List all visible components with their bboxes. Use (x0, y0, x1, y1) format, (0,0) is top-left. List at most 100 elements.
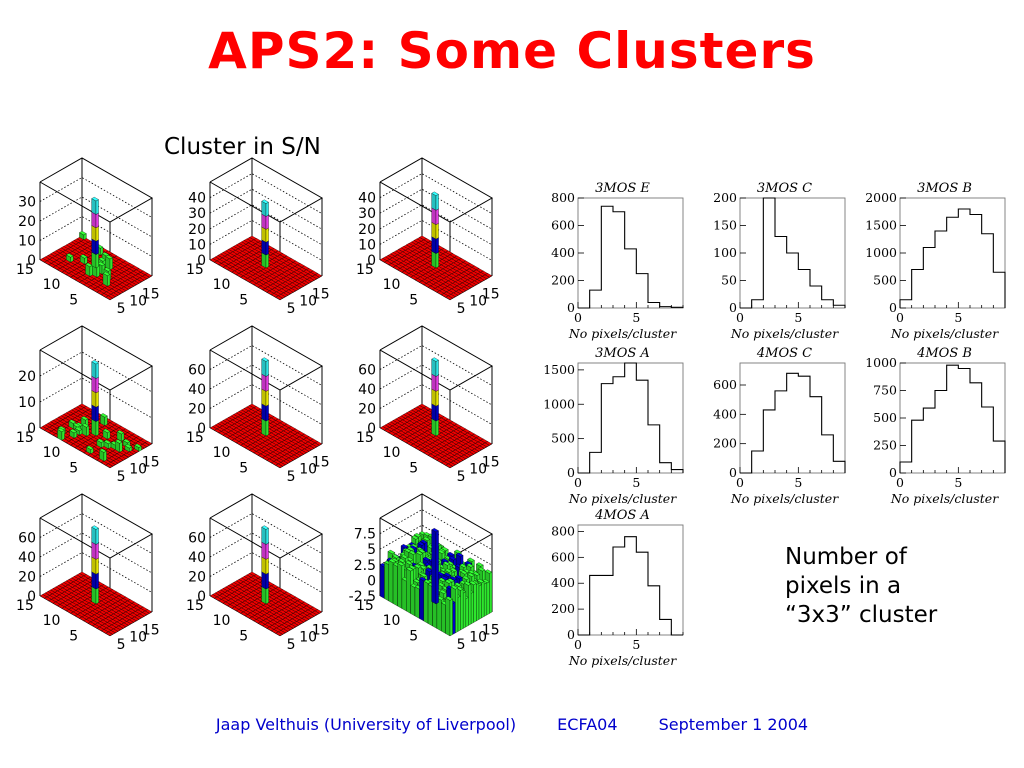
column-side (261, 388, 267, 407)
column-side (265, 240, 269, 256)
x-tick-label: 5 (117, 469, 126, 485)
column-side (138, 445, 142, 452)
back-grid-line (379, 384, 493, 425)
column-side (435, 389, 439, 407)
column-side (261, 213, 267, 230)
column-side (91, 211, 97, 229)
lego-columns (39, 525, 153, 637)
x-tick-label: 15 (312, 286, 330, 302)
column-side (261, 418, 267, 437)
z-tick-label: 10 (18, 234, 36, 250)
y-tick-label: 10 (213, 445, 231, 461)
column-side (431, 403, 437, 422)
y-tick-label: 10 (213, 277, 231, 293)
z-tick-label: 40 (188, 191, 206, 207)
column-side (265, 214, 269, 230)
x-tick-label: 15 (482, 286, 500, 302)
x-tick-label: 15 (142, 454, 160, 470)
z-tick-label: 10 (188, 237, 206, 253)
z-tick-label: 40 (358, 382, 376, 398)
z-tick-label: 40 (188, 382, 206, 398)
column-side (95, 405, 99, 422)
column-side (435, 208, 439, 225)
back-grid-line (379, 345, 493, 386)
z-tick-label: 0 (367, 253, 376, 269)
column-side (91, 238, 97, 255)
back-grid-line (209, 345, 323, 386)
back-grid-line (379, 188, 493, 230)
column-side (431, 358, 437, 377)
column-side (435, 194, 439, 211)
column-side (95, 419, 99, 437)
z-tick-label: 10 (18, 395, 36, 411)
column-side (91, 375, 97, 394)
x-tick-label: 10 (299, 294, 317, 310)
column-side (91, 251, 97, 269)
column-side (265, 227, 269, 243)
back-grid-line (379, 204, 493, 246)
column-side (431, 236, 437, 254)
column-side (431, 207, 437, 225)
column-side (431, 193, 437, 211)
y-tick-label: 10 (43, 445, 61, 461)
column-side (261, 358, 267, 377)
back-grid-line (39, 377, 153, 419)
column-side (279, 466, 283, 469)
y-tick-label: 5 (239, 460, 248, 476)
column-side (95, 376, 99, 394)
z-tick-label: 20 (358, 402, 376, 418)
column-side (91, 418, 97, 437)
z-tick-label: 30 (18, 195, 36, 211)
y-tick-label: 5 (69, 460, 78, 476)
y-tick-label: 10 (43, 277, 61, 293)
x-tick-label: 10 (299, 462, 317, 478)
z-tick-label: 0 (27, 421, 36, 437)
back-grid-line (379, 219, 493, 261)
x-tick-label: 5 (457, 301, 466, 317)
back-grid-line (209, 188, 323, 230)
x-tick-label: 10 (129, 294, 147, 310)
lego-columns (379, 357, 493, 469)
x-tick-label: 10 (469, 462, 487, 478)
column-side (435, 237, 439, 254)
column-side (91, 225, 97, 242)
column-side (431, 418, 437, 437)
y-tick-label: 5 (239, 292, 248, 308)
column-side (107, 274, 111, 287)
column-side (109, 298, 113, 301)
column-side (91, 361, 97, 379)
column-side (279, 298, 283, 301)
y-tick-label: 15 (186, 262, 204, 278)
x-tick-label: 10 (129, 462, 147, 478)
lego-columns (39, 360, 153, 469)
column-side (95, 239, 99, 255)
lego-columns (39, 196, 153, 301)
y-tick-label: 5 (409, 460, 418, 476)
column-side (435, 404, 439, 422)
y-tick-label: 15 (356, 430, 374, 446)
column-side (261, 200, 267, 217)
column-side (435, 359, 439, 377)
column-side (435, 251, 439, 269)
back-grid-line (209, 384, 323, 425)
column-side (265, 419, 269, 437)
column-side (95, 391, 99, 408)
lego-box-frame (209, 157, 324, 300)
column-side (431, 388, 437, 407)
column-side (265, 389, 269, 407)
y-tick-label: 15 (16, 262, 34, 278)
back-grid-line (379, 364, 493, 406)
y-tick-label: 15 (16, 430, 34, 446)
column-side (103, 450, 107, 462)
z-tick-label: 60 (358, 363, 376, 379)
column-side (91, 198, 97, 215)
z-tick-label: 0 (27, 253, 36, 269)
